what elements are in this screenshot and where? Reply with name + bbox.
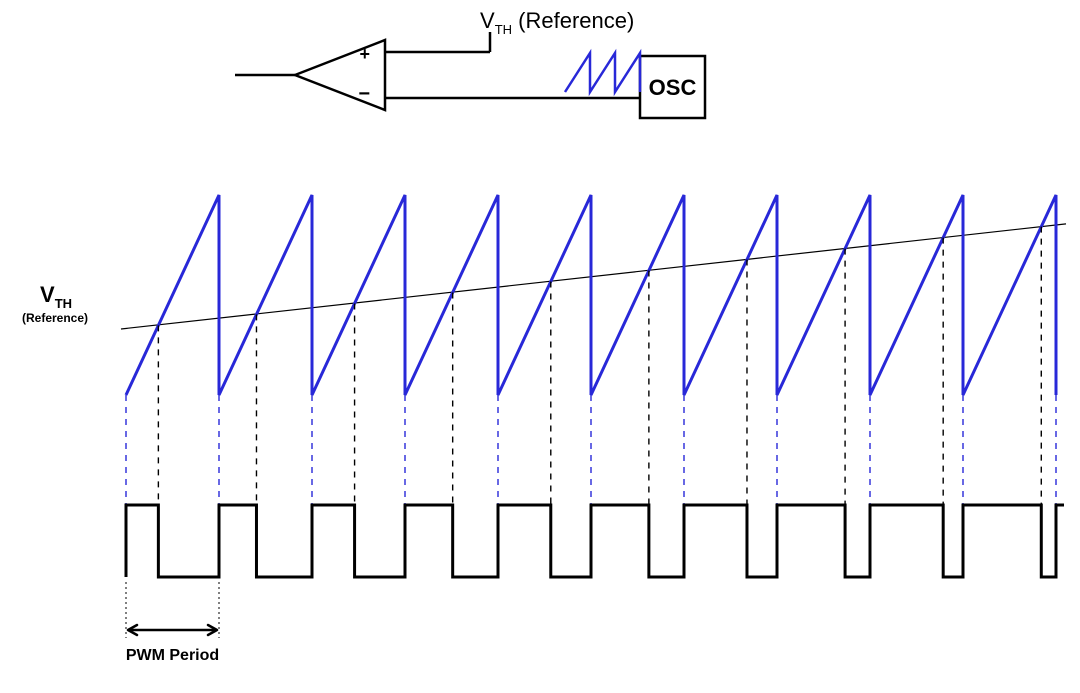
pwm-period-label: PWM Period <box>126 647 219 664</box>
vth-side-sublabel: (Reference) <box>22 311 88 325</box>
comparator-minus: − <box>358 83 370 105</box>
osc-label: OSC <box>649 75 697 100</box>
comparator-plus: + <box>359 44 370 64</box>
